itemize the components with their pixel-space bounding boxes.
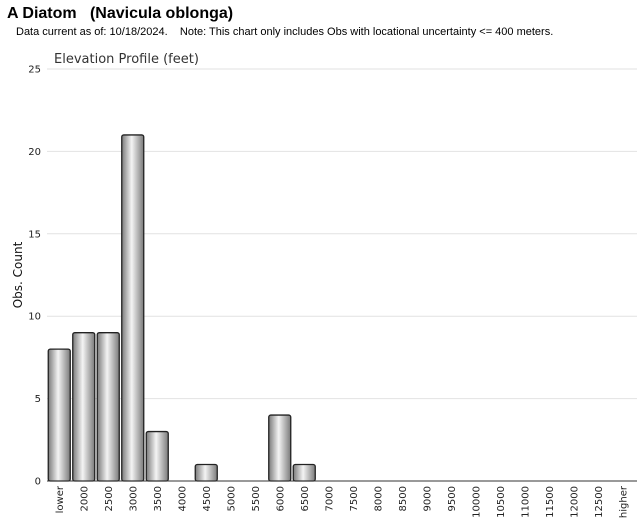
y-tick-label: 15 [28,229,41,240]
y-tick-label: 5 [35,394,41,405]
x-tick-label: lower [55,485,66,513]
x-tick-label: 8000 [373,486,384,511]
gridlines [47,68,637,400]
x-tick-label: 11500 [545,486,556,518]
x-axis-ticks: lower 2000 2500 3000 3500 4000 4500 5000 5500 600… [55,485,630,518]
bar-2000 [72,332,96,482]
y-tick-label: 10 [28,312,41,323]
x-tick-label: 6000 [275,486,286,511]
x-tick-label: 4000 [177,486,188,511]
x-tick-label: 7000 [324,486,335,511]
x-tick-label: 10000 [471,486,482,518]
x-tick-label: 7500 [349,486,360,511]
y-tick-label: 0 [35,477,41,488]
x-tick-label: 9500 [447,486,458,511]
bar-series [47,134,316,482]
bar-2500 [96,332,120,482]
x-tick-label: 3000 [128,486,139,511]
x-tick-label: 12500 [594,486,605,518]
bar-6000 [268,414,292,482]
bar-3500 [145,430,169,482]
y-axis-label: Obs. Count [11,241,25,308]
y-tick-label: 25 [28,65,41,76]
x-tick-label: 8500 [398,486,409,511]
x-tick-label: 10500 [496,486,507,518]
x-tick-label: higher [618,485,629,518]
x-tick-label: 2500 [104,486,115,511]
bar-6500 [292,463,316,482]
x-tick-label: 6500 [300,486,311,511]
bar-3000 [121,134,145,482]
x-tick-label: 2000 [79,486,90,511]
bar-4500 [194,463,218,482]
x-tick-label: 3500 [153,486,164,511]
y-tick-label: 20 [28,147,41,158]
data-note: Data current as of: 10/18/2024. Note: Th… [16,26,554,38]
x-tick-label: 5500 [251,486,262,511]
page-title: A Diatom (Navicula oblonga) [7,5,234,22]
x-tick-label: 11000 [520,486,531,518]
x-tick-label: 12000 [569,486,580,518]
chart-title: Elevation Profile (feet) [54,52,199,67]
x-tick-label: 9000 [422,486,433,511]
bar-lower [47,348,71,482]
y-axis-ticks: 0 5 10 15 20 25 [28,65,41,488]
x-tick-label: 5000 [226,486,237,511]
x-tick-label: 4500 [202,486,213,511]
